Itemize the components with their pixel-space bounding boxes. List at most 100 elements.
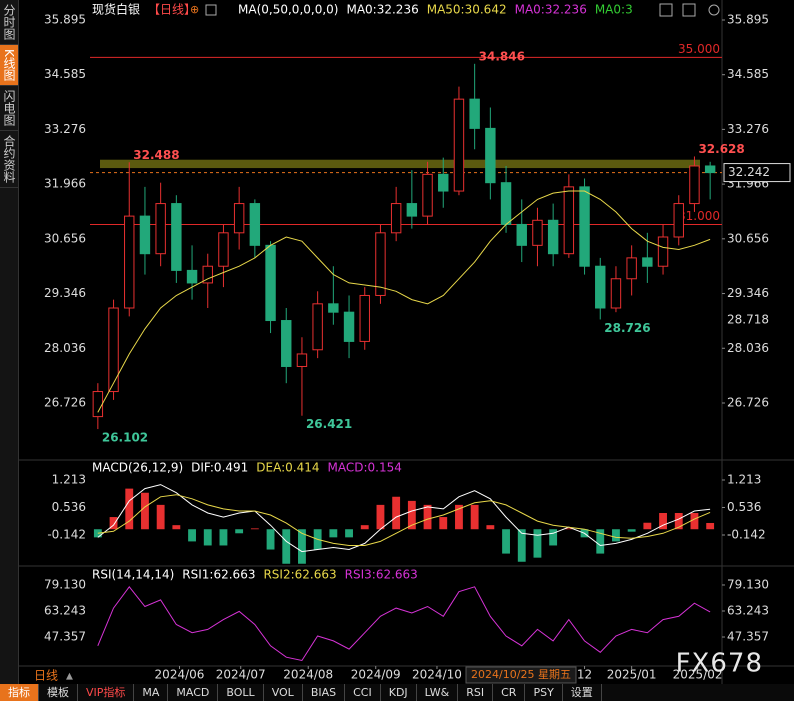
toolbar-item[interactable]: 设置 [563, 684, 602, 701]
extreme-label: 34.846 [479, 49, 525, 63]
y-tick-label: 26.726 [727, 395, 769, 409]
candle-body [343, 311, 355, 342]
sidebar: 分时图 K线图 闪电图 合约资料 [0, 0, 19, 684]
candle-body [547, 219, 559, 255]
candle-body [610, 278, 622, 309]
toolbar-item[interactable]: KDJ [381, 684, 417, 701]
x-tick-label: 2024/08 [283, 668, 333, 682]
candle-body [312, 303, 323, 351]
legend-entry: MA(0,50,0,0,0,0) [238, 3, 338, 17]
period-label[interactable]: 日线 [34, 669, 58, 683]
toolbar-item[interactable]: BOLL [218, 684, 264, 701]
candle-body [296, 353, 308, 367]
candle-body [359, 294, 370, 342]
toolbar-item[interactable]: MA [134, 684, 169, 701]
legend-entry: RSI1:62.663 [182, 568, 255, 582]
candle-body [485, 127, 496, 184]
x-tick-label: 2025/01 [607, 668, 657, 682]
side-tab[interactable]: 分时图 [0, 0, 18, 45]
extreme-label: 32.628 [698, 142, 744, 156]
top-icons[interactable] [659, 3, 720, 17]
candle-body [155, 203, 166, 255]
watermark: FX678 [676, 649, 763, 679]
y-tick-label: 34.585 [44, 67, 86, 81]
ma-line [97, 190, 711, 413]
icon[interactable] [682, 3, 696, 17]
candle-body [233, 203, 245, 234]
level-label: 31.000 [678, 209, 720, 223]
candle-body [265, 244, 276, 322]
candle-body [453, 98, 465, 192]
candle-body [390, 203, 402, 234]
x-tick-label: 2024/07 [216, 668, 266, 682]
candle-body [657, 236, 669, 267]
y-tick-label: 79.130 [44, 577, 86, 591]
legend-entry: 现货白银 [92, 2, 140, 17]
candle-body [689, 165, 700, 205]
side-tab[interactable]: 闪电图 [0, 86, 18, 131]
icon: ⊕ [190, 3, 199, 16]
y-tick-label: 33.276 [44, 122, 86, 136]
side-tab[interactable]: 合约资料 [0, 131, 18, 188]
x-tick-label: 2025/02 [673, 668, 723, 682]
y-tick-label: 47.357 [44, 630, 86, 644]
toolbar-item[interactable]: CR [493, 684, 526, 701]
candle-body [563, 186, 575, 255]
background [0, 0, 794, 684]
chart: 日线 ▲ 26.726 26.726 28.036 28.036 29.346 29.34… [0, 0, 794, 684]
x-tick-label: 2024/10 [412, 668, 462, 682]
toolbar-item[interactable]: PSY [525, 684, 563, 701]
hover-date-label: 2024/10/25 星期五 [471, 668, 571, 681]
candle-body [92, 391, 104, 418]
y-tick-label: 47.357 [727, 630, 769, 644]
toolbar-item[interactable]: RSI [458, 684, 494, 701]
legend-entry: 【日线】 [148, 3, 196, 17]
candle-body [281, 320, 292, 367]
icon[interactable] [708, 4, 720, 16]
legend-entry: RSI2:62.663 [263, 568, 336, 582]
candle-body [469, 98, 480, 129]
legend-entry: RSI3:62.663 [345, 568, 418, 582]
toolbar-item[interactable]: VIP指标 [78, 684, 135, 701]
legend-entry: DEA:0.414 [256, 461, 319, 475]
legend-entry: MA50:30.642 [427, 3, 507, 17]
toolbar-item[interactable]: BIAS [303, 684, 346, 701]
y-tick-label: 30.656 [44, 231, 86, 245]
y-tick-label: 35.895 [727, 12, 769, 26]
toolbar-item[interactable]: CCI [345, 684, 381, 701]
side-tab[interactable]: K线图 [0, 45, 18, 86]
y-tick-label: 33.276 [727, 122, 769, 136]
y-tick-label: 26.726 [44, 395, 86, 409]
extreme-label: 26.102 [102, 431, 148, 445]
candle-body [516, 223, 527, 246]
y-tick-label: 35.895 [44, 12, 86, 26]
current-price-box [723, 163, 791, 183]
toolbar-item[interactable]: LW& [417, 684, 459, 701]
x-tick-label: 12 [577, 668, 592, 682]
extreme-label: 28.726 [604, 321, 650, 335]
candle-body [579, 186, 590, 267]
legend-entry: RSI(14,14,14) [92, 568, 174, 582]
y-tick-label: 63.243 [727, 603, 769, 617]
icon[interactable] [659, 3, 673, 17]
legend-entry: DIF:0.491 [191, 461, 248, 475]
toolbar-item[interactable]: 指标 [0, 684, 39, 701]
collapse-icon[interactable]: ▲ [66, 672, 73, 682]
current-price-label: 32.242 [728, 165, 770, 179]
macd-line [97, 484, 711, 553]
candle-body [108, 307, 119, 393]
candle-body [406, 203, 418, 217]
toolbar-item[interactable]: VOL [264, 684, 303, 701]
candle-body [626, 257, 637, 280]
toolbar-item[interactable]: MACD [168, 684, 219, 701]
toolbar-item[interactable]: 模板 [39, 684, 78, 701]
y-tick-label: 34.585 [727, 67, 769, 81]
macd-line [97, 494, 711, 546]
y-tick-label: -0.142 [47, 527, 86, 541]
candle-body [438, 173, 449, 192]
candle-body [595, 265, 606, 309]
y-tick-label: 28.036 [727, 341, 769, 355]
marker-label: 28.718 [727, 312, 769, 326]
candle-body [186, 269, 198, 284]
